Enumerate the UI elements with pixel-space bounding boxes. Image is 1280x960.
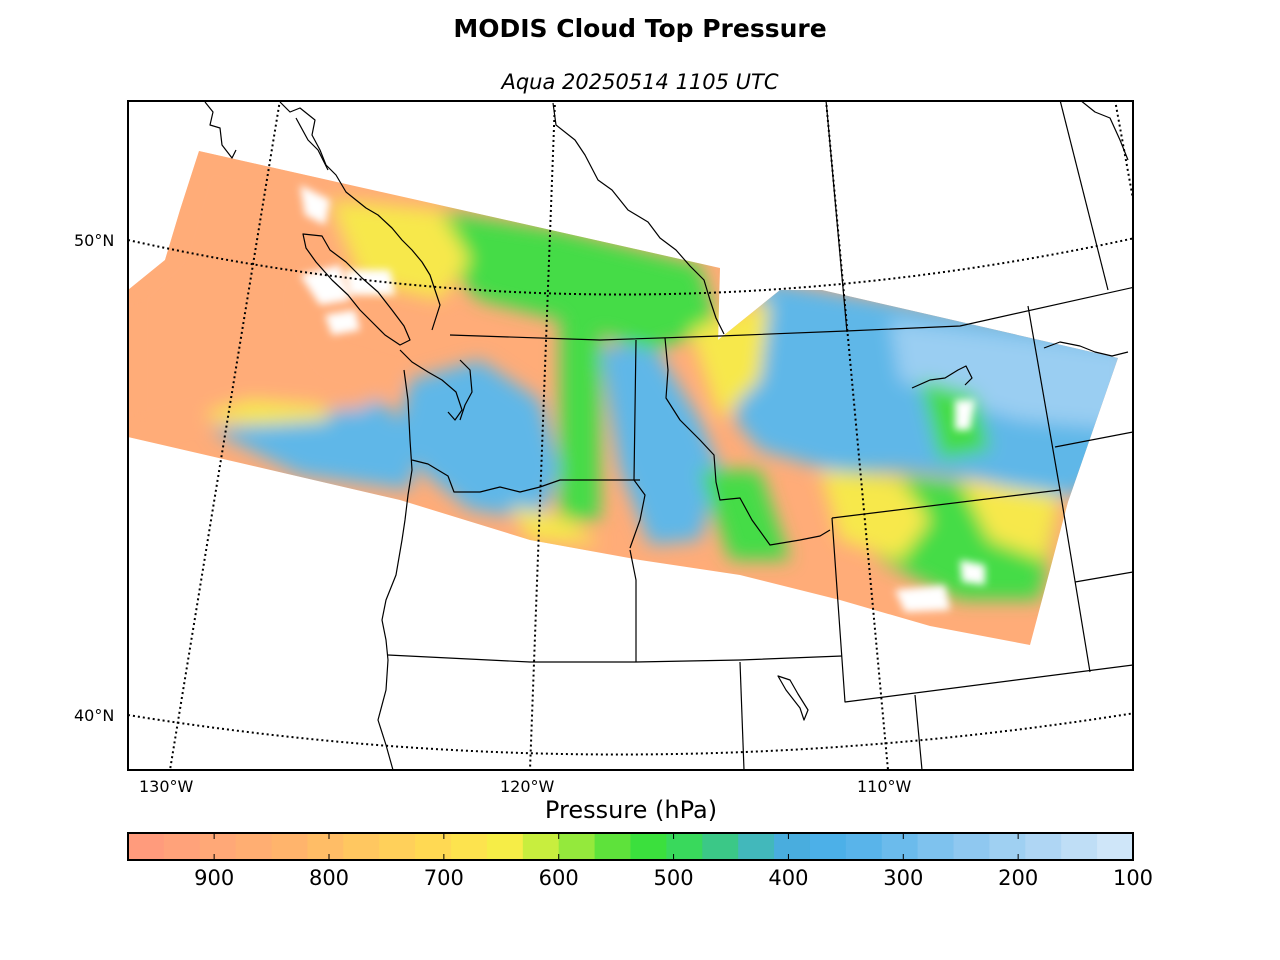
- colorbar-cell: [343, 833, 380, 860]
- colorbar-cell: [128, 833, 165, 860]
- chart-title: MODIS Cloud Top Pressure: [453, 14, 827, 43]
- colorbar-tick-label: 500: [653, 866, 694, 890]
- map-frame: [127, 100, 1134, 771]
- colorbar-cell: [630, 833, 667, 860]
- lon-label-130: 130°W: [139, 777, 194, 796]
- colorbar-cell: [235, 833, 273, 860]
- colorbar-cell: [451, 833, 488, 860]
- colorbar-cell: [163, 833, 201, 860]
- colorbar-cell: [522, 833, 560, 860]
- colorbar-cell: [989, 833, 1026, 860]
- colorbar-cell: [953, 833, 991, 860]
- colorbar-cell: [594, 833, 632, 860]
- colorbar-tick-label: 300: [883, 866, 924, 890]
- colorbar-tick-label: 800: [308, 866, 350, 890]
- lon-label-120: 120°W: [500, 777, 555, 796]
- graticule: [128, 101, 1133, 770]
- colorbar-title: Pressure (hPa): [544, 796, 718, 824]
- colorbar-frame: [127, 832, 1134, 861]
- boundaries: [204, 101, 1133, 770]
- lon-label-110: 110°W: [857, 777, 912, 796]
- colorbar-tick-label: 100: [1112, 866, 1154, 890]
- colorbar-tick-label: 900: [194, 866, 235, 890]
- colorbar-tick-label: 400: [768, 866, 809, 890]
- colorbar-tick-label: 600: [538, 866, 579, 890]
- cloud-imagery: [128, 151, 1118, 645]
- colorbar-cell: [379, 833, 416, 860]
- colorbar-cell: [271, 833, 309, 860]
- colorbar-cell: [917, 833, 955, 860]
- colorbar-cell: [199, 833, 237, 860]
- colorbar-tick-label: 700: [423, 866, 464, 890]
- colorbar-cell: [774, 833, 811, 860]
- colorbar-cell: [809, 833, 847, 860]
- colorbar-cell: [666, 833, 703, 860]
- chart-subtitle: Aqua 20250514 1105 UTC: [501, 70, 779, 94]
- colorbar-cell: [881, 833, 919, 860]
- colorbar-cell: [558, 833, 596, 860]
- colorbar-cell: [1025, 833, 1062, 860]
- lat-label-40: 40°N: [74, 706, 115, 725]
- colorbar-cell: [845, 833, 883, 860]
- colorbar-tick-label: 200: [998, 866, 1039, 890]
- colorbar-cell: [1061, 833, 1098, 860]
- colorbar-cell: [486, 833, 524, 860]
- colorbar-cell: [307, 833, 344, 860]
- colorbar-cell: [415, 833, 452, 860]
- colorbar-cell: [738, 833, 775, 860]
- colorbar-cell: [702, 833, 739, 860]
- lat-label-50: 50°N: [74, 231, 115, 250]
- colorbar-cell: [1097, 833, 1134, 860]
